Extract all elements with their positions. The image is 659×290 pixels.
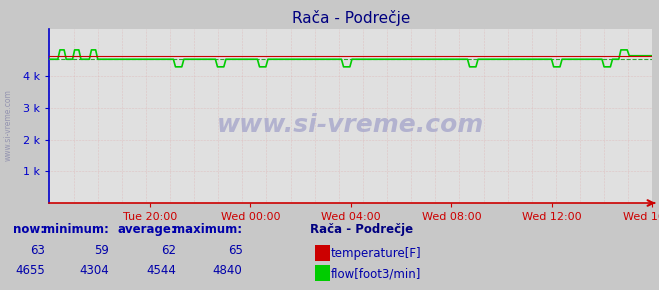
- Text: 63: 63: [30, 244, 45, 257]
- Text: 62: 62: [161, 244, 177, 257]
- Text: temperature[F]: temperature[F]: [331, 247, 422, 260]
- Text: 4544: 4544: [147, 264, 177, 277]
- Text: now:: now:: [13, 224, 45, 236]
- Text: 4655: 4655: [15, 264, 45, 277]
- Text: flow[foot3/min]: flow[foot3/min]: [331, 268, 421, 280]
- Text: 4304: 4304: [79, 264, 109, 277]
- Text: 4840: 4840: [213, 264, 243, 277]
- Title: Rača - Podrečje: Rača - Podrečje: [292, 10, 410, 26]
- Text: minimum:: minimum:: [43, 224, 109, 236]
- Text: average:: average:: [118, 224, 177, 236]
- Text: www.si-vreme.com: www.si-vreme.com: [3, 89, 13, 161]
- Text: 65: 65: [227, 244, 243, 257]
- Text: maximum:: maximum:: [173, 224, 243, 236]
- Text: www.si-vreme.com: www.si-vreme.com: [217, 113, 484, 137]
- Text: Rača - Podrečje: Rača - Podrečje: [310, 224, 413, 236]
- Text: 59: 59: [94, 244, 109, 257]
